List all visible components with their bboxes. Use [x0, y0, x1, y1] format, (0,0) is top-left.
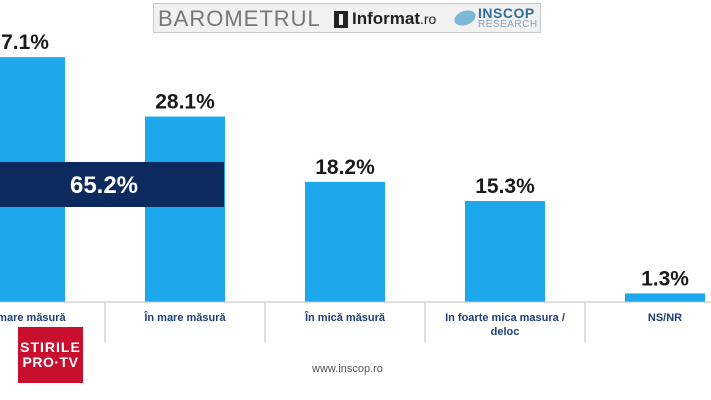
header-banner: BAROMETRUL Informat .ro INSCOP RESEARCH — [153, 3, 541, 33]
category-label-3: In foarte mica masura / — [445, 312, 565, 324]
category-label-3-line1: deloc — [491, 326, 520, 338]
bar-1 — [145, 116, 225, 302]
inscop-text: INSCOP RESEARCH — [478, 6, 538, 30]
total-overlay-label: 65.2% — [70, 172, 138, 199]
bar-2 — [305, 181, 385, 302]
bar-4 — [625, 293, 705, 302]
barometrul-title: BAROMETRUL — [158, 6, 321, 31]
informat-name: Informat — [352, 9, 420, 28]
logo-line-2: PRO·TV — [22, 354, 79, 370]
inscop-logo: INSCOP RESEARCH — [452, 6, 538, 30]
logo-line-1: STIRILE — [20, 339, 81, 356]
labels-group: 7.1% te mare măsură 28.1% În mare măsură 18.… — [0, 31, 689, 338]
stirile-protv-logo: STIRILE PRO·TV — [18, 327, 83, 383]
data-label-0: 7.1% — [1, 31, 49, 54]
overlay-group: 65.2% — [0, 162, 224, 207]
data-label-2: 18.2% — [315, 156, 375, 179]
inscop-research: RESEARCH — [478, 19, 538, 30]
total-overlay-band — [0, 162, 224, 207]
data-label-3: 15.3% — [475, 175, 535, 198]
data-label-4: 1.3% — [641, 267, 689, 290]
inscop-name: INSCOP — [478, 5, 535, 21]
category-label-2: În mică măsură — [304, 311, 386, 324]
footer-url: www.inscop.ro — [312, 363, 383, 375]
category-label-1: În mare măsură — [143, 311, 226, 324]
informat-logo: Informat .ro — [334, 9, 436, 29]
bar-3 — [465, 201, 545, 302]
category-label-0: te mare măsură — [0, 312, 67, 324]
category-label-4: NS/NR — [648, 312, 682, 324]
informat-tld: .ro — [420, 11, 437, 27]
bars-group — [0, 57, 705, 302]
category-separators — [104, 302, 586, 342]
data-label-1: 28.1% — [155, 91, 215, 114]
informat-icon — [334, 10, 348, 28]
